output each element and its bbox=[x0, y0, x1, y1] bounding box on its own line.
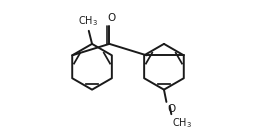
Text: O: O bbox=[167, 104, 175, 114]
Text: CH$_3$: CH$_3$ bbox=[78, 15, 98, 28]
Text: O: O bbox=[107, 14, 115, 23]
Text: CH$_3$: CH$_3$ bbox=[172, 117, 192, 130]
